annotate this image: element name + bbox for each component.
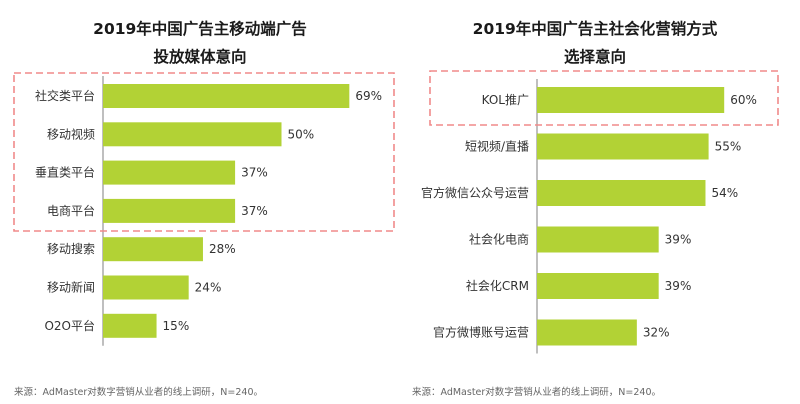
value-label: 24% bbox=[195, 281, 222, 295]
value-label: 39% bbox=[665, 233, 692, 247]
value-label: 39% bbox=[665, 279, 692, 293]
category-label: 社会化电商 bbox=[469, 232, 529, 247]
category-label: 移动视频 bbox=[47, 126, 95, 141]
highlight-box bbox=[429, 70, 779, 126]
bar bbox=[103, 84, 350, 108]
value-label: 37% bbox=[241, 166, 268, 180]
bar bbox=[537, 87, 725, 113]
bar bbox=[537, 133, 709, 160]
value-label: 54% bbox=[711, 186, 738, 200]
chart-title-line-2: 投放媒体意向 bbox=[153, 47, 246, 66]
bar bbox=[537, 319, 637, 346]
category-label: 官方微博账号运营 bbox=[433, 325, 529, 340]
bar bbox=[537, 273, 659, 299]
category-label: 垂直类平台 bbox=[35, 165, 95, 180]
value-label: 55% bbox=[715, 140, 742, 154]
category-label: KOL推广 bbox=[482, 93, 529, 107]
category-label: 短视频/直播 bbox=[465, 139, 529, 154]
category-label: 移动新闻 bbox=[47, 280, 95, 295]
category-label: 移动搜索 bbox=[47, 241, 95, 256]
category-label: 官方微信公众号运营 bbox=[421, 185, 529, 200]
bar bbox=[103, 160, 236, 185]
chart-title-line-2: 选择意向 bbox=[564, 47, 626, 66]
value-label: 28% bbox=[209, 242, 236, 256]
source-note-right: 来源：AdMaster对数字营销从业者的线上调研，N=240。 bbox=[412, 387, 662, 398]
bar bbox=[103, 198, 236, 223]
chart-title-line-1: 2019年中国广告主社会化营销方式 bbox=[473, 19, 718, 38]
value-label: 37% bbox=[241, 204, 268, 218]
bar bbox=[103, 313, 157, 338]
bar bbox=[537, 180, 706, 206]
bar bbox=[537, 226, 659, 253]
category-label: 社交类平台 bbox=[35, 88, 95, 103]
value-label: 32% bbox=[643, 326, 670, 340]
category-label: O2O平台 bbox=[44, 318, 95, 333]
value-label: 69% bbox=[355, 89, 382, 103]
value-label: 50% bbox=[288, 127, 315, 141]
bar bbox=[103, 275, 189, 300]
category-label: 电商平台 bbox=[47, 203, 95, 218]
category-label: 社会化CRM bbox=[466, 278, 529, 293]
bar bbox=[103, 237, 203, 262]
bar bbox=[103, 122, 282, 147]
source-note-left: 来源：AdMaster对数字营销从业者的线上调研，N=240。 bbox=[14, 387, 264, 398]
chart-title-line-1: 2019年中国广告主移动端广告 bbox=[93, 19, 307, 38]
chart-left: 2019年中国广告主移动端广告 投放媒体意向 社交类平台 69% 移动视频 50% 垂直… bbox=[13, 19, 395, 346]
value-label: 15% bbox=[163, 319, 190, 333]
value-label: 60% bbox=[730, 93, 757, 107]
highlight-box bbox=[13, 72, 395, 232]
